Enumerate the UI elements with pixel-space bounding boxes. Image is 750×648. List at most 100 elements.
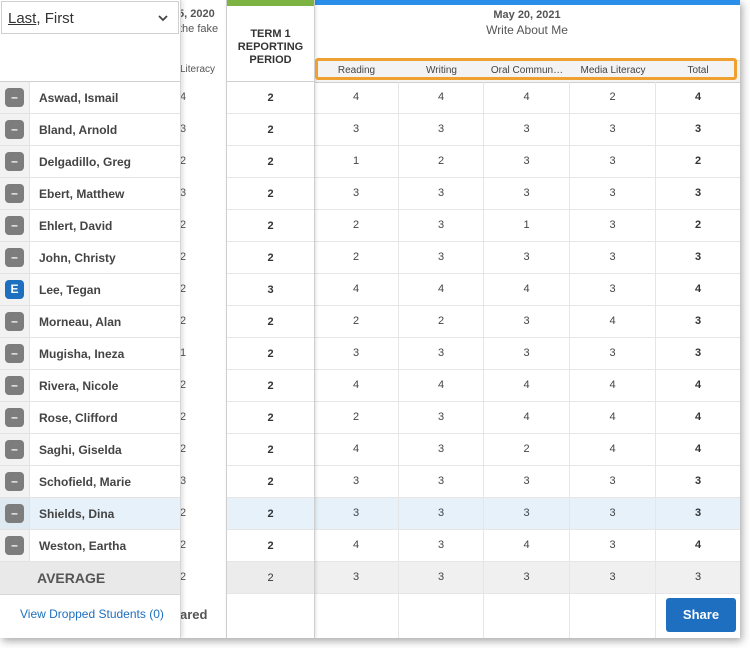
status-badge[interactable]: – bbox=[5, 88, 24, 107]
term-score-cell[interactable]: 2 bbox=[227, 402, 314, 434]
status-badge[interactable]: – bbox=[5, 536, 24, 555]
term-title[interactable]: TERM 1 REPORTING PERIOD bbox=[237, 28, 304, 66]
student-row[interactable]: – Ehlert, David bbox=[0, 210, 180, 242]
student-name[interactable]: Lee, Tegan bbox=[39, 283, 101, 297]
score-cell[interactable]: 2 bbox=[314, 242, 399, 273]
score-cell[interactable]: 3 bbox=[484, 114, 570, 145]
score-cell[interactable]: 2 bbox=[314, 210, 399, 241]
term-score-cell[interactable]: 2 bbox=[227, 306, 314, 338]
status-badge[interactable]: – bbox=[5, 152, 24, 171]
score-cell[interactable]: 3 bbox=[570, 178, 656, 209]
status-badge[interactable]: – bbox=[5, 120, 24, 139]
status-badge[interactable]: – bbox=[5, 408, 24, 427]
score-cell[interactable]: 3 bbox=[484, 242, 570, 273]
term-score-cell[interactable]: 2 bbox=[227, 178, 314, 210]
score-cell[interactable]: 3 bbox=[570, 242, 656, 273]
term-score-cell[interactable]: 2 bbox=[227, 498, 314, 530]
status-badge[interactable]: – bbox=[5, 504, 24, 523]
student-name[interactable]: Ebert, Matthew bbox=[39, 187, 125, 201]
score-cell[interactable]: 3 bbox=[570, 498, 656, 529]
score-cell[interactable]: 4 bbox=[484, 402, 570, 433]
assessment-title[interactable]: Write About Me bbox=[486, 23, 568, 37]
total-score-cell[interactable]: 3 bbox=[694, 123, 702, 135]
term-score-cell[interactable]: 2 bbox=[227, 338, 314, 370]
term-score-cell[interactable]: 2 bbox=[227, 210, 314, 242]
score-cell[interactable]: 4 bbox=[314, 274, 399, 305]
score-cell[interactable]: 3 bbox=[484, 306, 570, 337]
student-row[interactable]: – Ebert, Matthew bbox=[0, 178, 180, 210]
score-cell[interactable]: 3 bbox=[399, 498, 484, 529]
score-cell[interactable]: 2 bbox=[314, 306, 399, 337]
score-cell[interactable]: 3 bbox=[399, 402, 484, 433]
total-score-cell[interactable]: 2 bbox=[694, 219, 702, 231]
term-score-cell[interactable]: 2 bbox=[227, 242, 314, 274]
total-score-cell[interactable]: 3 bbox=[694, 315, 702, 327]
score-cell[interactable]: 4 bbox=[570, 434, 656, 465]
status-badge[interactable]: – bbox=[5, 312, 24, 331]
score-cell[interactable]: 3 bbox=[484, 498, 570, 529]
status-badge[interactable]: – bbox=[5, 184, 24, 203]
score-cell[interactable]: 4 bbox=[570, 306, 656, 337]
total-score-cell[interactable]: 3 bbox=[694, 475, 702, 487]
student-name[interactable]: Bland, Arnold bbox=[39, 123, 118, 137]
total-score-cell[interactable]: 3 bbox=[694, 507, 702, 519]
total-score-cell[interactable]: 2 bbox=[694, 155, 702, 167]
score-cell[interactable]: 2 bbox=[399, 306, 484, 337]
student-row[interactable]: – John, Christy bbox=[0, 242, 180, 274]
total-score-cell[interactable]: 3 bbox=[694, 187, 702, 199]
score-cell[interactable]: 3 bbox=[314, 178, 399, 209]
score-cell[interactable]: 3 bbox=[570, 274, 656, 305]
student-row[interactable]: – Schofield, Marie bbox=[0, 466, 180, 498]
total-score-cell[interactable]: 4 bbox=[694, 379, 702, 391]
score-cell[interactable]: 4 bbox=[570, 402, 656, 433]
column-header-3[interactable]: Media Literacy bbox=[580, 65, 646, 76]
column-header-4[interactable]: Total bbox=[687, 65, 709, 76]
student-row[interactable]: – Rivera, Nicole bbox=[0, 370, 180, 402]
score-cell[interactable]: 3 bbox=[314, 466, 399, 497]
score-cell[interactable]: 3 bbox=[314, 338, 399, 369]
student-name[interactable]: Delgadillo, Greg bbox=[39, 155, 132, 169]
student-row[interactable]: – Mugisha, Ineza bbox=[0, 338, 180, 370]
score-cell[interactable]: 3 bbox=[399, 210, 484, 241]
total-score-cell[interactable]: 4 bbox=[694, 283, 702, 295]
student-row[interactable]: – Weston, Eartha bbox=[0, 530, 180, 562]
term-score-cell[interactable]: 2 bbox=[227, 82, 314, 114]
student-row[interactable]: – Delgadillo, Greg bbox=[0, 146, 180, 178]
total-score-cell[interactable]: 4 bbox=[694, 539, 702, 551]
score-cell[interactable]: 3 bbox=[484, 466, 570, 497]
student-name[interactable]: Shields, Dina bbox=[39, 507, 115, 521]
share-button[interactable]: Share bbox=[666, 598, 736, 632]
total-score-cell[interactable]: 4 bbox=[694, 91, 702, 103]
score-cell[interactable]: 3 bbox=[484, 338, 570, 369]
student-row[interactable]: – Aswad, Ismail bbox=[0, 82, 180, 114]
status-badge[interactable]: – bbox=[5, 216, 24, 235]
student-name[interactable]: Rivera, Nicole bbox=[39, 379, 119, 393]
score-cell[interactable]: 4 bbox=[484, 274, 570, 305]
score-cell[interactable]: 2 bbox=[570, 82, 656, 113]
term-score-cell[interactable]: 2 bbox=[227, 370, 314, 402]
score-cell[interactable]: 4 bbox=[484, 370, 570, 401]
status-badge[interactable]: – bbox=[5, 376, 24, 395]
status-badge[interactable]: – bbox=[5, 344, 24, 363]
column-header-1[interactable]: Writing bbox=[426, 65, 457, 76]
term-score-cell[interactable]: 2 bbox=[227, 530, 314, 562]
student-name[interactable]: Weston, Eartha bbox=[39, 539, 127, 553]
term-score-cell[interactable]: 2 bbox=[227, 114, 314, 146]
student-name[interactable]: Saghi, Giselda bbox=[39, 443, 122, 457]
view-dropped-students-link[interactable]: View Dropped Students (0) bbox=[20, 607, 164, 621]
score-cell[interactable]: 3 bbox=[570, 114, 656, 145]
score-cell[interactable]: 4 bbox=[399, 82, 484, 113]
score-cell[interactable]: 3 bbox=[570, 146, 656, 177]
score-cell[interactable]: 3 bbox=[570, 338, 656, 369]
score-cell[interactable]: 4 bbox=[570, 370, 656, 401]
score-cell[interactable]: 4 bbox=[484, 82, 570, 113]
column-header-0[interactable]: Reading bbox=[337, 65, 376, 76]
score-cell[interactable]: 4 bbox=[314, 82, 399, 113]
term-score-cell[interactable]: 3 bbox=[227, 274, 314, 306]
student-row[interactable]: – Morneau, Alan bbox=[0, 306, 180, 338]
score-cell[interactable]: 3 bbox=[484, 178, 570, 209]
score-cell[interactable]: 4 bbox=[399, 274, 484, 305]
term-score-cell[interactable]: 2 bbox=[227, 146, 314, 178]
score-cell[interactable]: 1 bbox=[314, 146, 399, 177]
score-cell[interactable]: 3 bbox=[399, 338, 484, 369]
